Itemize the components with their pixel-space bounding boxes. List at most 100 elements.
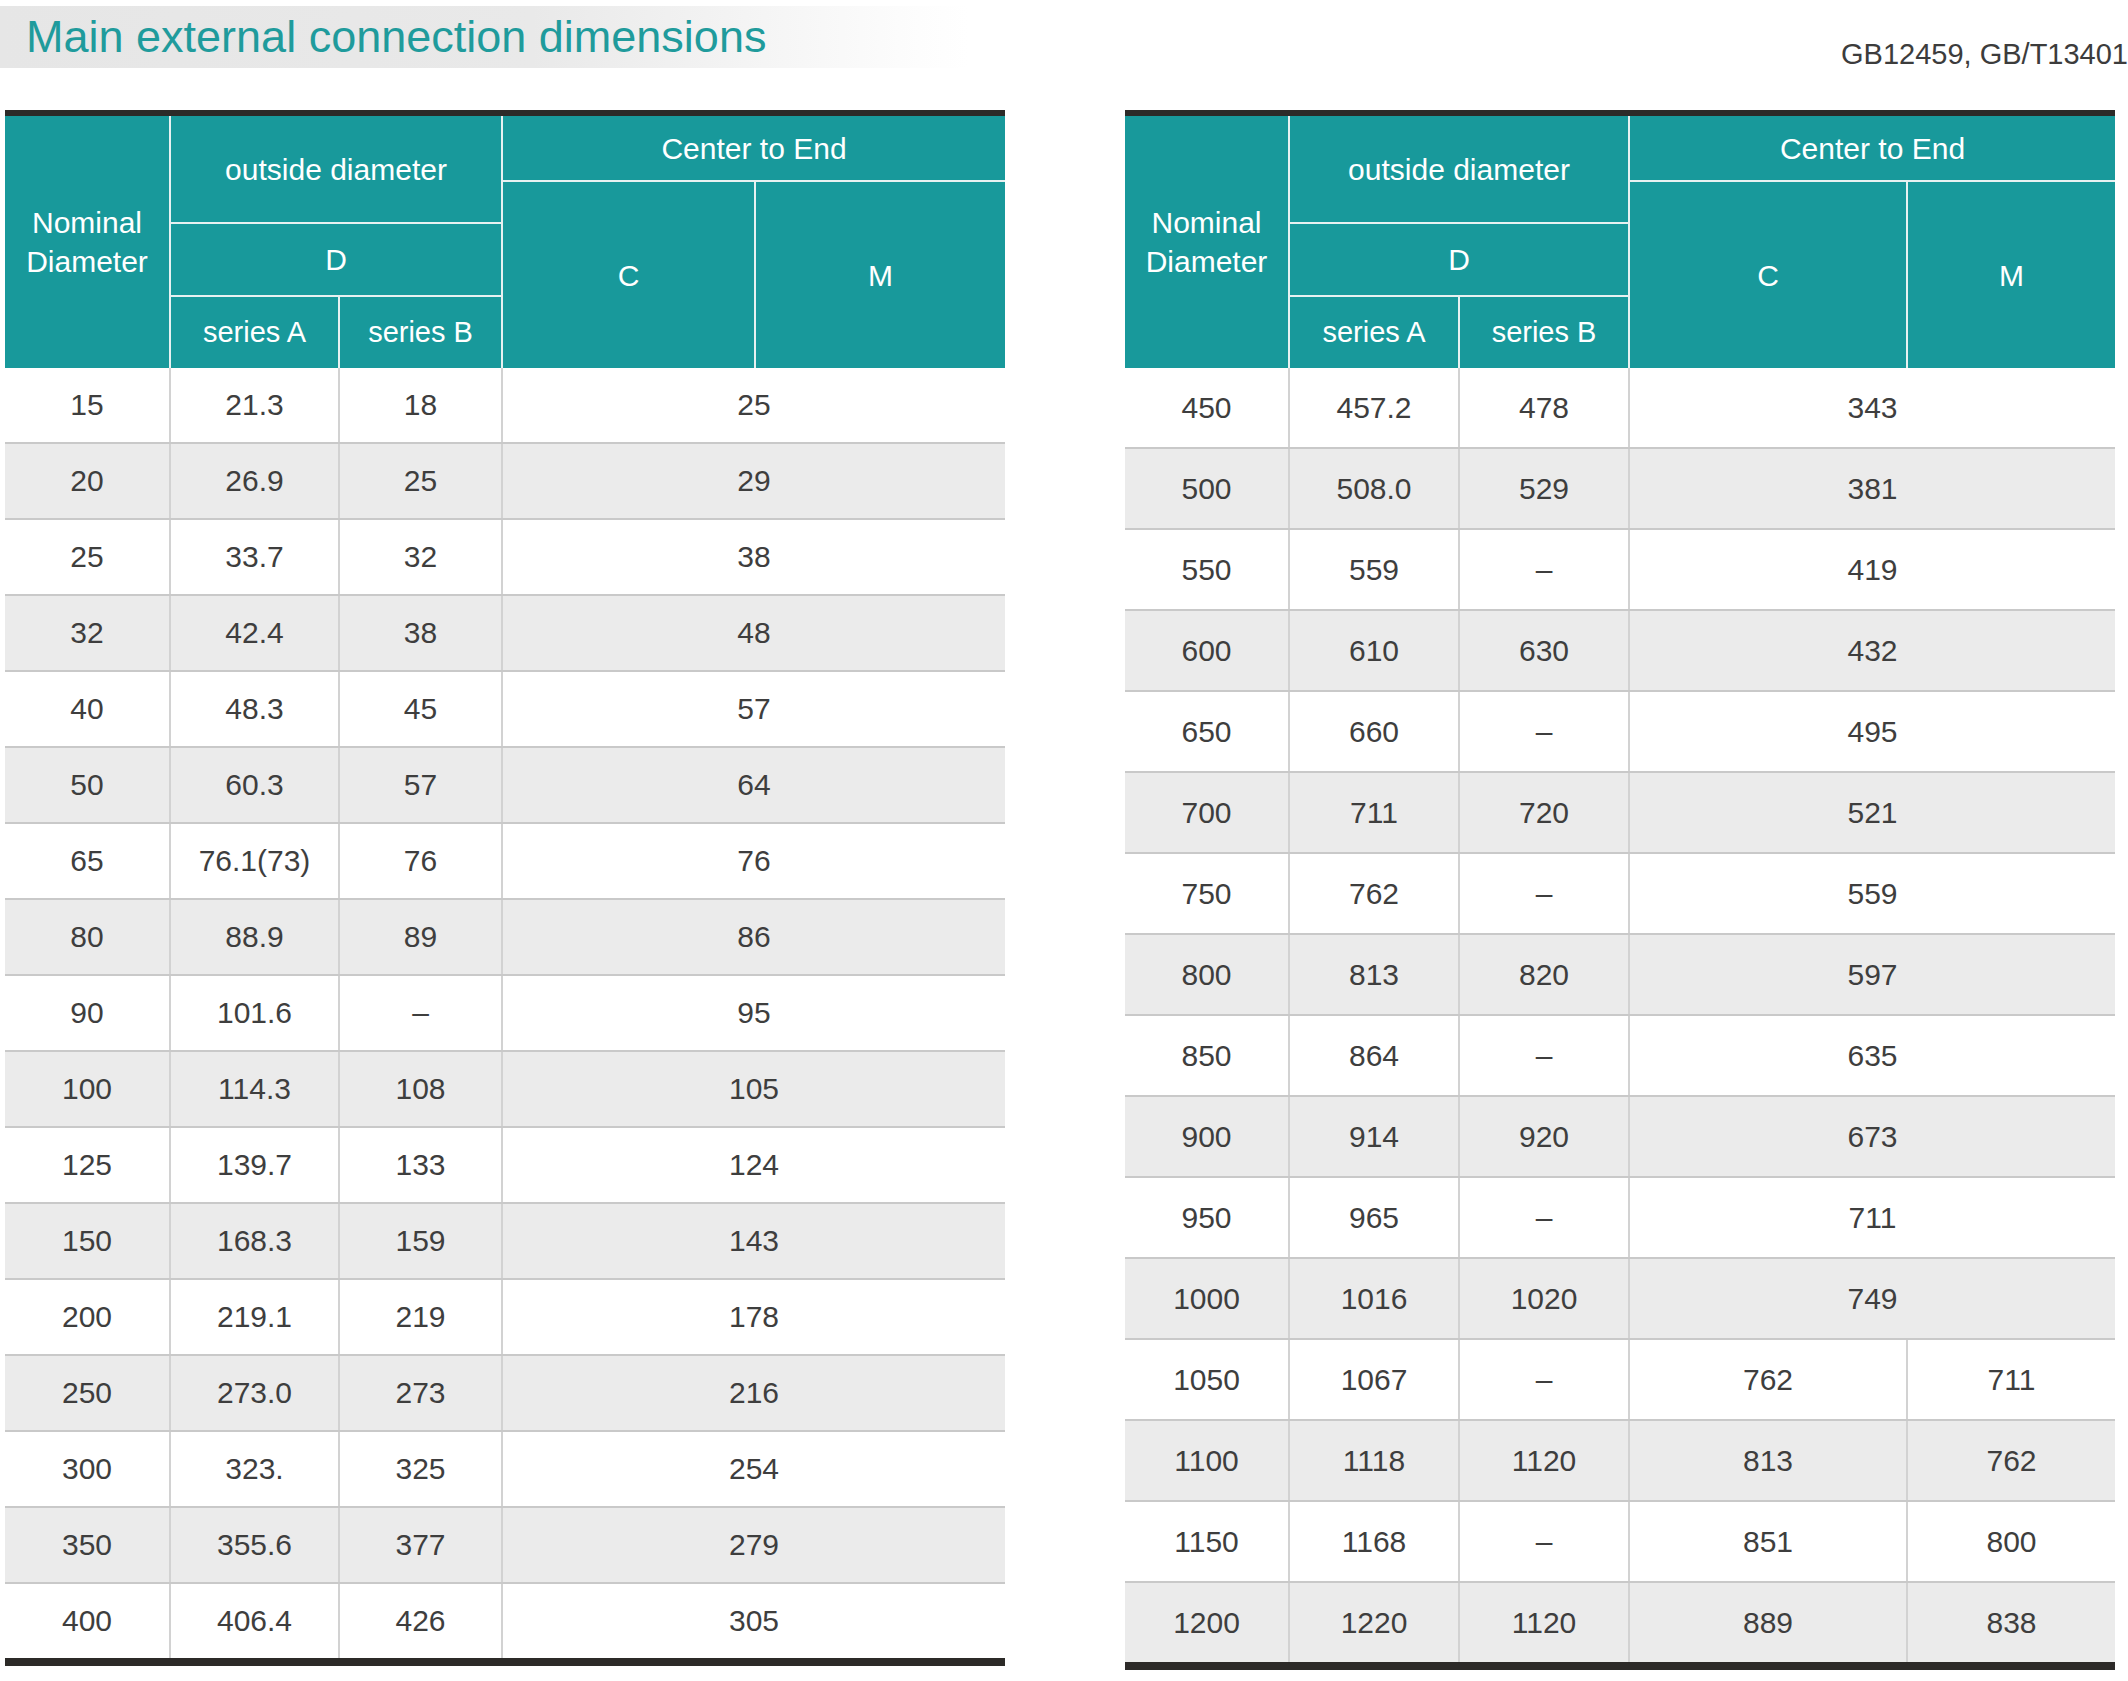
cell-series-b: 1020 [1459,1258,1629,1339]
column-header-c: C [1629,181,1907,368]
cell-series-b: 630 [1459,610,1629,691]
cell-series-b: – [339,975,502,1051]
cell-series-b: 720 [1459,772,1629,853]
cell-nominal-diameter: 65 [5,823,170,899]
cell-series-a: 660 [1289,691,1459,772]
cell-center-to-end: 597 [1629,934,2115,1015]
cell-series-a: 864 [1289,1015,1459,1096]
table-row: 500508.0529381 [1125,448,2115,529]
cell-nominal-diameter: 550 [1125,529,1289,610]
cell-nominal-diameter: 125 [5,1127,170,1203]
table-row: 125139.7133124 [5,1127,1005,1203]
cell-center-to-end: 124 [502,1127,1005,1203]
cell-series-a: 914 [1289,1096,1459,1177]
table-row: 100010161020749 [1125,1258,2115,1339]
table-row: 750762–559 [1125,853,2115,934]
cell-series-b: 45 [339,671,502,747]
cell-center-to-end: 432 [1629,610,2115,691]
cell-center-to-end: 381 [1629,448,2115,529]
table-row: 150168.3159143 [5,1203,1005,1279]
cell-center-to-end: 64 [502,747,1005,823]
column-header-series-a: series A [1289,296,1459,368]
cell-series-a: 1118 [1289,1420,1459,1501]
table-row: 10501067–762711 [1125,1339,2115,1420]
cell-center-to-end: 143 [502,1203,1005,1279]
standards-reference: GB12459, GB/T13401 [1841,38,2128,71]
cell-center-to-end: 254 [502,1431,1005,1507]
cell-m: 838 [1907,1582,2115,1666]
cell-center-to-end: 38 [502,519,1005,595]
cell-series-a: 711 [1289,772,1459,853]
cell-series-b: – [1459,1339,1629,1420]
table-row: 90101.6–95 [5,975,1005,1051]
cell-nominal-diameter: 900 [1125,1096,1289,1177]
cell-nominal-diameter: 200 [5,1279,170,1355]
cell-nominal-diameter: 950 [1125,1177,1289,1258]
cell-series-b: 426 [339,1583,502,1662]
table-row: 300323.325254 [5,1431,1005,1507]
table-row: 250273.0273216 [5,1355,1005,1431]
cell-center-to-end: 521 [1629,772,2115,853]
cell-nominal-diameter: 450 [1125,368,1289,448]
cell-series-a: 323. [170,1431,339,1507]
column-header-center-to-end: Center to End [1629,113,2115,181]
table-row: 600610630432 [1125,610,2115,691]
cell-series-b: 325 [339,1431,502,1507]
cell-nominal-diameter: 700 [1125,772,1289,853]
table-row: 8088.98986 [5,899,1005,975]
cell-center-to-end: 29 [502,443,1005,519]
cell-series-a: 508.0 [1289,448,1459,529]
cell-nominal-diameter: 50 [5,747,170,823]
cell-nominal-diameter: 80 [5,899,170,975]
table-body-right: 450457.2478343500508.0529381550559–41960… [1125,368,2115,1666]
cell-m: 800 [1907,1501,2115,1582]
cell-nominal-diameter: 250 [5,1355,170,1431]
cell-series-a: 76.1(73) [170,823,339,899]
cell-nominal-diameter: 1150 [1125,1501,1289,1582]
cell-nominal-diameter: 1000 [1125,1258,1289,1339]
column-header-d: D [1289,223,1629,296]
cell-series-b: 133 [339,1127,502,1203]
table-row: 11501168–851800 [1125,1501,2115,1582]
cell-series-b: 219 [339,1279,502,1355]
cell-series-b: – [1459,691,1629,772]
cell-series-b: 57 [339,747,502,823]
table-row: 6576.1(73)7676 [5,823,1005,899]
table-row: 800813820597 [1125,934,2115,1015]
cell-series-a: 88.9 [170,899,339,975]
column-header-d: D [170,223,502,296]
cell-nominal-diameter: 400 [5,1583,170,1662]
cell-series-a: 26.9 [170,443,339,519]
cell-center-to-end: 279 [502,1507,1005,1583]
cell-series-b: 1120 [1459,1420,1629,1501]
cell-center-to-end: 216 [502,1355,1005,1431]
column-header-outside-diameter: outside diameter [1289,113,1629,223]
cell-series-b: 108 [339,1051,502,1127]
cell-c: 851 [1629,1501,1907,1582]
column-header-nominal-diameter: Nominal Diameter [5,113,170,368]
cell-nominal-diameter: 1200 [1125,1582,1289,1666]
column-header-c: C [502,181,755,368]
cell-series-a: 1220 [1289,1582,1459,1666]
cell-nominal-diameter: 40 [5,671,170,747]
cell-center-to-end: 25 [502,368,1005,443]
cell-center-to-end: 749 [1629,1258,2115,1339]
cell-nominal-diameter: 15 [5,368,170,443]
table-row: 200219.1219178 [5,1279,1005,1355]
cell-series-a: 101.6 [170,975,339,1051]
cell-nominal-diameter: 650 [1125,691,1289,772]
cell-center-to-end: 76 [502,823,1005,899]
cell-series-b: 89 [339,899,502,975]
table-row: 900914920673 [1125,1096,2115,1177]
cell-center-to-end: 86 [502,899,1005,975]
column-header-m: M [755,181,1005,368]
cell-series-a: 1016 [1289,1258,1459,1339]
table-row: 2026.92529 [5,443,1005,519]
table-row: 2533.73238 [5,519,1005,595]
cell-m: 711 [1907,1339,2115,1420]
table-row: 450457.2478343 [1125,368,2115,448]
column-header-center-to-end: Center to End [502,113,1005,181]
table-body-left: 1521.318252026.925292533.732383242.43848… [5,368,1005,1662]
cell-nominal-diameter: 350 [5,1507,170,1583]
cell-nominal-diameter: 500 [1125,448,1289,529]
